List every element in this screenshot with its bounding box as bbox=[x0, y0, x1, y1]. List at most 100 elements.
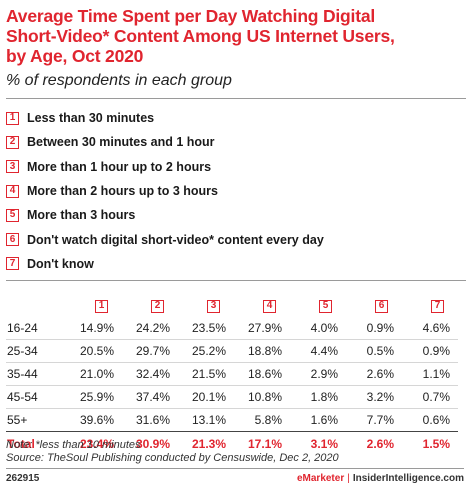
table-cell: 17.1% bbox=[247, 437, 282, 452]
legend-label: More than 3 hours bbox=[27, 208, 136, 223]
table-cell: 3.2% bbox=[346, 385, 402, 410]
table-cell: 27.9% bbox=[234, 317, 290, 341]
row-label: 55+ bbox=[6, 408, 66, 433]
legend-item: 7 Don't know bbox=[6, 252, 466, 276]
divider bbox=[6, 98, 466, 99]
column-header: 3 bbox=[178, 293, 234, 317]
table-header-row: 1 2 3 4 5 6 7 bbox=[6, 293, 458, 317]
title-line: by Age, Oct 2020 bbox=[6, 46, 144, 66]
table-cell: 23.4% bbox=[79, 437, 114, 452]
column-number-badge: 6 bbox=[375, 299, 388, 313]
table-cell: 0.7% bbox=[402, 385, 458, 410]
column-number-badge: 1 bbox=[95, 299, 108, 313]
legend-item: 3 More than 1 hour up to 2 hours bbox=[6, 155, 466, 179]
table-cell: 21.5% bbox=[178, 362, 234, 387]
legend-label: More than 2 hours up to 3 hours bbox=[27, 184, 218, 199]
title-line: Short-Video* Content Among US Internet U… bbox=[6, 26, 395, 46]
table-cell: 21.3% bbox=[191, 437, 226, 452]
table-cell: 30.9% bbox=[135, 437, 170, 452]
column-number-badge: 3 bbox=[207, 299, 220, 313]
table-cell: 18.8% bbox=[234, 339, 290, 364]
column-number-badge: 2 bbox=[151, 299, 164, 313]
legend: 1 Less than 30 minutes 2 Between 30 minu… bbox=[6, 106, 466, 276]
column-number-badge: 4 bbox=[263, 299, 276, 313]
divider bbox=[6, 468, 464, 469]
table-cell: 37.4% bbox=[122, 385, 178, 410]
insider-intelligence-link[interactable]: InsiderIntelligence.com bbox=[352, 473, 464, 484]
table-cell: 20.1% bbox=[178, 385, 234, 410]
brand-footer: eMarketer | InsiderIntelligence.com bbox=[297, 473, 464, 484]
table-cell: 5.8% bbox=[234, 408, 290, 433]
table-cell: 14.9% bbox=[66, 317, 122, 341]
footer-separator: | bbox=[347, 473, 350, 484]
total-row: Total 23.4% 30.9% 21.3% 17.1% 3.1% 2.6% … bbox=[6, 432, 458, 457]
table-cell: 0.5% bbox=[346, 339, 402, 364]
legend-number-badge: 7 bbox=[6, 257, 19, 271]
table-cell: 18.6% bbox=[234, 362, 290, 387]
chart-card: Average Time Spent per Day Watching Digi… bbox=[6, 6, 466, 456]
note-text: Note: *less than 10 minutes bbox=[6, 439, 141, 451]
legend-item: 4 More than 2 hours up to 3 hours bbox=[6, 179, 466, 203]
row-label-header bbox=[6, 293, 66, 317]
table-cell: 7.7% bbox=[346, 408, 402, 433]
chart-title: Average Time Spent per Day Watching Digi… bbox=[6, 6, 466, 66]
source-text: Source: TheSoul Publishing conducted by … bbox=[6, 452, 339, 464]
legend-item: 1 Less than 30 minutes bbox=[6, 106, 466, 130]
column-number-badge: 5 bbox=[319, 299, 332, 313]
table-cell: 1.8% bbox=[290, 385, 346, 410]
table-cell: 25.9% bbox=[66, 385, 122, 410]
row-label: 45-54 bbox=[6, 385, 66, 410]
table-cell: 3.1% bbox=[310, 437, 338, 452]
table-cell: 20.5% bbox=[66, 339, 122, 364]
divider bbox=[6, 280, 466, 282]
table-row: 45-54 25.9% 37.4% 20.1% 10.8% 1.8% 3.2% … bbox=[6, 385, 458, 410]
table-cell: 29.7% bbox=[122, 339, 178, 364]
legend-label: Less than 30 minutes bbox=[27, 111, 155, 126]
table-cell: 0.9% bbox=[402, 339, 458, 364]
table-row: 35-44 21.0% 32.4% 21.5% 18.6% 2.9% 2.6% … bbox=[6, 362, 458, 387]
legend-item: 5 More than 3 hours bbox=[6, 203, 466, 227]
row-label: Total bbox=[7, 437, 35, 452]
column-number-badge: 7 bbox=[431, 299, 444, 313]
legend-label: Don't know bbox=[27, 256, 94, 271]
table-row: 16-24 14.9% 24.2% 23.5% 27.9% 4.0% 0.9% … bbox=[6, 317, 458, 341]
table-cell: 2.6% bbox=[346, 362, 402, 387]
legend-label: More than 1 hour up to 2 hours bbox=[27, 159, 212, 174]
legend-number-badge: 1 bbox=[6, 111, 19, 125]
legend-number-badge: 3 bbox=[6, 160, 19, 174]
legend-number-badge: 4 bbox=[6, 184, 19, 198]
table-cell: 4.0% bbox=[290, 317, 346, 341]
table-cell: 2.6% bbox=[366, 437, 394, 452]
notes: Note: *less than 10 minutes Source: TheS… bbox=[6, 439, 339, 465]
table-cell: 32.4% bbox=[122, 362, 178, 387]
table-cell: 25.2% bbox=[178, 339, 234, 364]
column-header: 4 bbox=[234, 293, 290, 317]
table-row: 25-34 20.5% 29.7% 25.2% 18.8% 4.4% 0.5% … bbox=[6, 339, 458, 364]
table-cell: 1.6% bbox=[290, 408, 346, 433]
table-cell: 39.6% bbox=[66, 408, 122, 433]
table-cell: 10.8% bbox=[234, 385, 290, 410]
column-header: 1 bbox=[66, 293, 122, 317]
table-cell: 1.1% bbox=[402, 362, 458, 387]
table-cell: 21.0% bbox=[66, 362, 122, 387]
column-header: 2 bbox=[122, 293, 178, 317]
legend-item: 2 Between 30 minutes and 1 hour bbox=[6, 130, 466, 154]
row-label: 35-44 bbox=[6, 362, 66, 387]
table-row: 55+ 39.6% 31.6% 13.1% 5.8% 1.6% 7.7% 0.6… bbox=[6, 408, 458, 433]
legend-number-badge: 2 bbox=[6, 135, 19, 149]
column-header: 7 bbox=[402, 293, 458, 317]
table-cell: 4.6% bbox=[402, 317, 458, 341]
table-cell: 23.5% bbox=[178, 317, 234, 341]
row-label: 16-24 bbox=[6, 317, 66, 341]
data-table: 1 2 3 4 5 6 7 16-24 14.9% 24.2% 23.5% 27… bbox=[6, 293, 458, 456]
legend-label: Don't watch digital short-video* content… bbox=[27, 232, 324, 247]
table-cell: 2.9% bbox=[290, 362, 346, 387]
row-label: 25-34 bbox=[6, 339, 66, 364]
chart-subtitle: % of respondents in each group bbox=[6, 72, 232, 89]
title-line: Average Time Spent per Day Watching Digi… bbox=[6, 6, 376, 26]
chart-id: 262915 bbox=[6, 473, 40, 484]
table-cell: 13.1% bbox=[178, 408, 234, 433]
column-header: 5 bbox=[290, 293, 346, 317]
column-header: 6 bbox=[346, 293, 402, 317]
table-cell: 24.2% bbox=[122, 317, 178, 341]
